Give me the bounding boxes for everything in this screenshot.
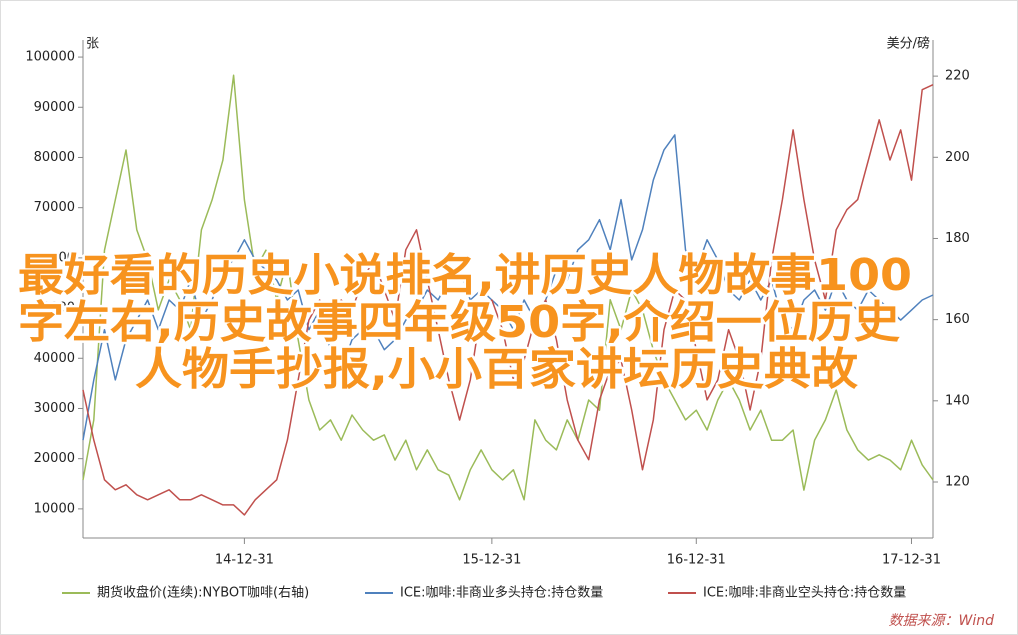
legend-label: 期货收盘价(连续):NYBOT咖啡(右轴) <box>97 585 309 601</box>
y-tick-label: 60000 <box>34 250 75 265</box>
legend-label: ICE:咖啡:非商业空头持仓:持仓数量 <box>703 586 906 601</box>
y-tick-label: 20000 <box>34 451 75 466</box>
y-tick-label: 40000 <box>34 351 75 366</box>
series-line <box>82 84 934 516</box>
y-tick-label: 70000 <box>34 200 75 215</box>
y-tick-label: 10000 <box>34 501 75 516</box>
series-line <box>82 74 934 501</box>
y2-label: 美分/磅 <box>887 36 930 52</box>
legend-label: ICE:咖啡:非商业多头持仓:持仓数量 <box>400 585 603 601</box>
plot: 10000 20000 30000 40000 50000 60000 70000 80000… <box>25 50 969 568</box>
y2-tick-label: 120 <box>945 474 970 489</box>
y-tick-label: 30000 <box>34 401 75 416</box>
y2-tick-label: 220 <box>945 69 970 84</box>
x-tick-label: 15-12-31 <box>462 553 521 568</box>
x-tick-label: 14-12-31 <box>215 553 274 568</box>
x-tick-label: 16-12-31 <box>667 553 726 568</box>
y2-tick-label: 140 <box>945 393 970 408</box>
y-tick-label: 100000 <box>25 50 75 65</box>
y-tick-label: 50000 <box>34 301 75 316</box>
source: 数据来源：Wind <box>889 613 995 629</box>
y-tick-label: 80000 <box>34 150 75 165</box>
y2-tick-label: 160 <box>945 312 970 327</box>
overlay-title: 最好看的历史小说排名,讲历史人物故事100 <box>18 250 912 301</box>
overlay-title: 人物手抄报,小小百家讲坛历史典故 <box>135 344 858 395</box>
y2-tick-label: 180 <box>945 231 970 246</box>
y2-tick-label: 200 <box>945 150 970 165</box>
x-tick-label: 17-12-31 <box>882 553 941 568</box>
series-line <box>82 134 934 441</box>
overlay-title: 字左右,历史故事四年级50字,介绍一位历史 <box>18 297 900 348</box>
y-label: 张 <box>86 37 99 52</box>
y-tick-label: 90000 <box>34 100 75 115</box>
